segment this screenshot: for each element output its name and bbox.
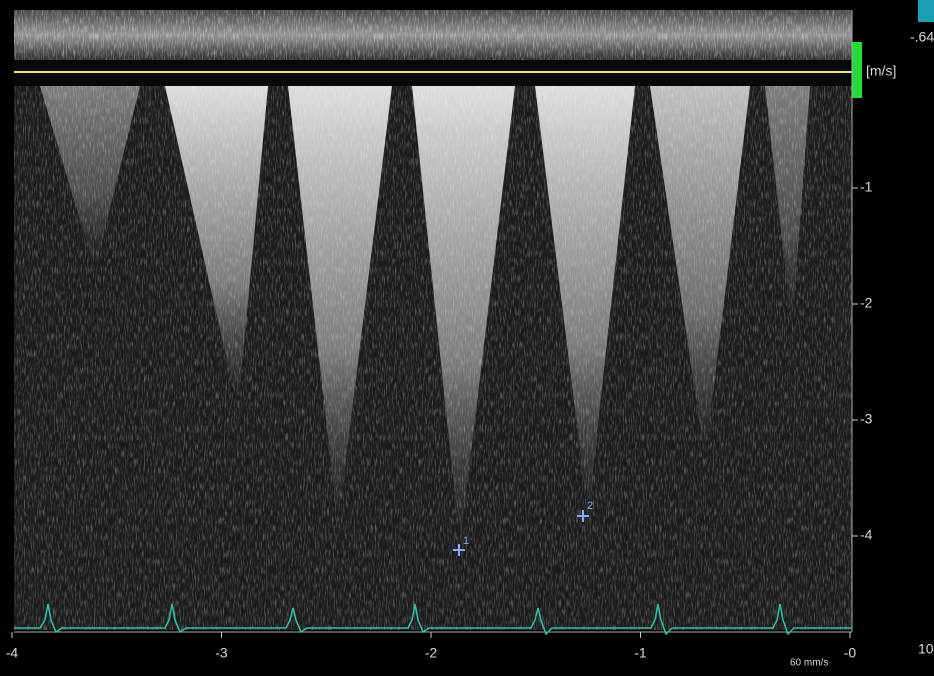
- time-tick-label: -1: [634, 645, 647, 661]
- corner-label: 10: [918, 641, 934, 657]
- velocity-tick-label: -2: [860, 295, 873, 311]
- time-tick-label: -3: [215, 645, 228, 661]
- time-tick-label: -4: [6, 645, 19, 661]
- scale-label: [m/s]: [866, 63, 896, 79]
- time-tick-label: -0: [844, 645, 857, 661]
- top-band-noise: [14, 10, 852, 60]
- caliper-label: 1: [463, 535, 469, 547]
- caliper-label: 2: [587, 500, 593, 512]
- scale-indicator: [852, 42, 862, 98]
- velocity-tick-label: -1: [860, 179, 873, 195]
- sweep-speed: 60 mm/s: [790, 658, 828, 669]
- time-tick-label: -2: [425, 645, 438, 661]
- doppler-screen: 1 2 -.64 [m/s] 60 mm/s 10 -1 -2 -3 -4 -4 -3 -2…: [0, 0, 934, 676]
- top-value: -.64: [910, 29, 934, 45]
- velocity-tick-label: -3: [860, 411, 873, 427]
- velocity-tick-label: -4: [860, 527, 873, 543]
- corner-indicator: [918, 0, 934, 22]
